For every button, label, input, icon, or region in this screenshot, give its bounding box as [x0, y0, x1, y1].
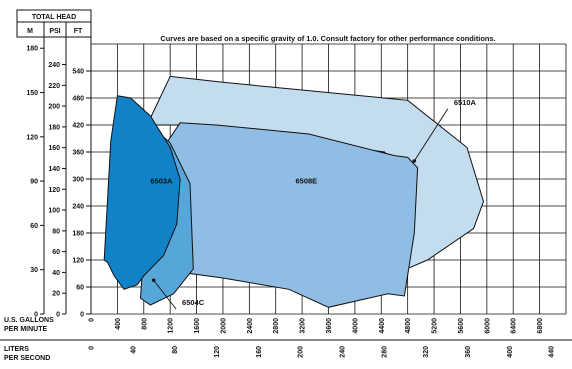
psi-tick-label: 20 [52, 291, 60, 298]
lps-tick-label: 240 [339, 346, 346, 358]
ft-tick-label: 540 [72, 69, 84, 76]
zone-labels: 6510A 6508E 6504C 6503A [150, 98, 477, 310]
gpm-tick-label: 5600 [458, 318, 465, 334]
label-pointer-6510a [413, 108, 449, 162]
ft-tick-label: 0 [80, 312, 84, 319]
x-primary-label-line2: PER MINUTE [4, 326, 48, 333]
gpm-tick-label: 2800 [273, 318, 280, 334]
lps-tick-label: 320 [423, 346, 430, 358]
y-axis-title: TOTAL HEAD [32, 14, 76, 21]
lps-tick-label: 280 [381, 346, 388, 358]
psi-tick-label: 80 [52, 228, 60, 235]
lps-tick-label: 120 [214, 346, 221, 358]
gpm-tick-label: 6800 [537, 318, 544, 334]
x-secondary-label-line2: PER SECOND [4, 355, 50, 362]
gpm-tick-label: 1200 [168, 318, 175, 334]
gpm-tick-label: 5200 [432, 318, 439, 334]
gpm-tick-label: 800 [141, 318, 148, 330]
ft-tick-label: 240 [72, 204, 84, 211]
ft-tick-label: 480 [72, 96, 84, 103]
psi-tick-label: 240 [48, 62, 60, 69]
gpm-tick-label: 0 [89, 318, 96, 322]
lps-tick-label: 0 [89, 346, 96, 350]
x-secondary-label-line1: LITERS [4, 346, 29, 353]
gpm-tick-label: 2400 [247, 318, 254, 334]
m-tick-label: 150 [26, 90, 38, 97]
lps-tick-label: 360 [465, 346, 472, 358]
lps-tick-label: 40 [130, 346, 137, 354]
axes: 0601201802403003604204805400204060801001… [0, 37, 572, 358]
ft-tick-label: 420 [72, 123, 84, 130]
ft-tick-label: 180 [72, 231, 84, 238]
zone-label-6503a: 6503A [150, 177, 173, 186]
psi-tick-label: 200 [48, 104, 60, 111]
chart-note: Curves are based on a specific gravity o… [160, 34, 495, 43]
gpm-tick-label: 1600 [194, 318, 201, 334]
gpm-tick-label: 2000 [220, 318, 227, 334]
m-tick-label: 0 [34, 312, 38, 319]
gpm-tick-label: 6000 [484, 318, 491, 334]
ft-tick-label: 360 [72, 150, 84, 157]
zone-label-6504c: 6504C [182, 298, 205, 307]
lps-tick-label: 160 [256, 346, 263, 358]
psi-tick-label: 100 [48, 208, 60, 215]
ft-tick-label: 300 [72, 177, 84, 184]
psi-tick-label: 160 [48, 145, 60, 152]
gpm-tick-label: 3600 [326, 318, 333, 334]
y-axis-header: TOTAL HEAD M PSI FT [16, 9, 92, 38]
gpm-tick-label: 3200 [300, 318, 307, 334]
gpm-tick-label: 4000 [352, 318, 359, 334]
gpm-tick-label: 4800 [405, 318, 412, 334]
x-axis-titles: U.S. GALLONS PER MINUTE LITERS PER SECON… [4, 317, 54, 362]
psi-tick-label: 220 [48, 83, 60, 90]
psi-tick-label: 120 [48, 187, 60, 194]
m-tick-label: 30 [30, 267, 38, 274]
psi-tick-label: 60 [52, 249, 60, 256]
y-unit-m: M [27, 28, 33, 35]
m-tick-label: 60 [30, 223, 38, 230]
m-tick-label: 90 [30, 179, 38, 186]
label-pointer-dot [151, 278, 156, 283]
zone-6503a [103, 95, 181, 290]
lps-tick-label: 400 [507, 346, 514, 358]
y-unit-psi: PSI [49, 28, 60, 35]
pump-zones [103, 75, 485, 308]
y-unit-ft: FT [74, 28, 83, 35]
zone-label-6508e: 6508E [296, 177, 318, 186]
psi-tick-label: 40 [52, 270, 60, 277]
psi-tick-label: 180 [48, 124, 60, 131]
lps-tick-label: 80 [172, 346, 179, 354]
gpm-tick-label: 400 [115, 318, 122, 330]
m-tick-label: 180 [26, 46, 38, 53]
ft-tick-label: 60 [76, 285, 84, 292]
x-primary-label-line1: U.S. GALLONS [4, 317, 54, 324]
lps-tick-label: 200 [298, 346, 305, 358]
zone-label-6510a: 6510A [454, 98, 477, 107]
ft-tick-label: 120 [72, 258, 84, 265]
psi-tick-label: 0 [56, 312, 60, 319]
lps-tick-label: 440 [549, 346, 556, 358]
label-pointer-6504c [153, 279, 177, 310]
gpm-tick-label: 4400 [379, 318, 386, 334]
psi-tick-label: 140 [48, 166, 60, 173]
m-tick-label: 120 [26, 134, 38, 141]
label-pointer-dot [412, 159, 417, 163]
gpm-tick-label: 6400 [511, 318, 518, 334]
